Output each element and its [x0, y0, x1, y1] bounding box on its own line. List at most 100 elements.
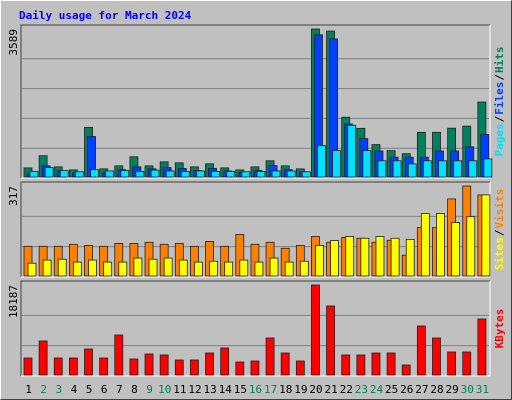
- x-tick-label: 16: [249, 383, 262, 396]
- bar: [42, 259, 52, 277]
- bar: [105, 170, 115, 178]
- bar: [326, 305, 335, 376]
- bar: [330, 240, 339, 277]
- bar: [332, 150, 341, 178]
- bar: [254, 261, 264, 277]
- x-tick-label: 4: [71, 383, 78, 396]
- bar: [190, 359, 199, 376]
- bar: [150, 169, 160, 178]
- bar: [438, 160, 447, 178]
- bar: [144, 353, 154, 376]
- bar: [74, 171, 84, 178]
- x-tick-label: 7: [116, 383, 123, 396]
- x-tick-label: 25: [385, 383, 398, 396]
- bar: [477, 318, 487, 376]
- legend-entry: Visits: [493, 189, 506, 229]
- x-tick-label: 19: [294, 383, 307, 396]
- legend-entry: KBytes: [493, 309, 506, 349]
- bar: [371, 352, 381, 376]
- bar: [362, 150, 372, 178]
- bar: [209, 260, 218, 277]
- x-tick-label: 28: [430, 383, 443, 396]
- bar: [317, 145, 326, 178]
- bar: [286, 170, 296, 178]
- x-tick-label: 20: [309, 383, 322, 396]
- bar: [407, 163, 417, 178]
- x-tick-label: 21: [325, 383, 338, 396]
- bar: [23, 357, 33, 376]
- x-tick-label: 22: [340, 383, 353, 396]
- x-tick-label: 31: [476, 383, 489, 396]
- bar: [271, 170, 281, 178]
- bar: [432, 337, 441, 376]
- legend-separator: /: [493, 74, 506, 81]
- bar: [345, 236, 355, 277]
- legend-entry: Hits: [493, 47, 506, 74]
- x-tick-label: 15: [234, 383, 247, 396]
- bar: [68, 357, 78, 376]
- bar: [72, 261, 82, 277]
- bar: [224, 261, 234, 277]
- bar: [220, 347, 230, 376]
- bar: [165, 170, 175, 178]
- bar: [99, 357, 109, 376]
- x-tick-label: 12: [188, 383, 201, 396]
- x-tick-label: 5: [86, 383, 93, 396]
- bar: [196, 170, 205, 178]
- x-tick-label: 27: [415, 383, 428, 396]
- bar: [256, 170, 266, 178]
- bar: [462, 351, 472, 376]
- x-tick-label: 17: [264, 383, 277, 396]
- bar: [265, 337, 275, 376]
- bar: [420, 213, 430, 277]
- x-tick-label: 8: [131, 383, 138, 396]
- y-max-label: 18187: [7, 285, 20, 318]
- bar: [377, 160, 387, 178]
- bar: [481, 194, 491, 277]
- x-tick-label: 2: [40, 383, 47, 396]
- x-tick-label: 3: [56, 383, 63, 396]
- plot-border-dark: [20, 24, 490, 178]
- bar: [29, 170, 39, 178]
- x-tick-label: 18: [279, 383, 292, 396]
- bar: [120, 170, 130, 178]
- bar: [148, 258, 158, 277]
- bar: [27, 262, 37, 277]
- bar: [205, 352, 214, 376]
- y-max-label: 3589: [7, 29, 20, 56]
- bar: [466, 216, 476, 277]
- bar: [447, 351, 457, 376]
- x-tick-label: 26: [400, 383, 413, 396]
- bar: [194, 261, 203, 277]
- legend: KBytes: [493, 309, 506, 349]
- bar: [103, 261, 113, 277]
- bar: [235, 361, 245, 376]
- y-max-label: 317: [7, 186, 20, 206]
- bar: [88, 259, 97, 277]
- bar: [226, 170, 236, 178]
- bar: [84, 348, 93, 376]
- bar: [135, 170, 145, 178]
- bar: [118, 261, 128, 277]
- legend-separator: /: [493, 229, 506, 236]
- bar: [280, 352, 290, 376]
- x-tick-label: 1: [25, 383, 32, 396]
- x-tick-label: 10: [158, 383, 171, 396]
- bar: [453, 160, 463, 178]
- bar: [284, 261, 294, 277]
- bar: [211, 170, 220, 178]
- bar: [347, 124, 357, 178]
- bar: [390, 237, 400, 277]
- x-tick-label: 6: [101, 383, 108, 396]
- plot-area: [21, 25, 490, 178]
- bar: [241, 171, 251, 178]
- bar: [90, 169, 99, 178]
- bar: [133, 257, 143, 277]
- bar: [129, 358, 139, 376]
- bar: [483, 158, 493, 178]
- bar: [392, 160, 402, 178]
- bar: [59, 170, 69, 178]
- legend-entry: Pages: [493, 123, 506, 156]
- legend: Pages/Files/Hits: [493, 47, 506, 157]
- legend: Sites/Visits: [493, 189, 506, 271]
